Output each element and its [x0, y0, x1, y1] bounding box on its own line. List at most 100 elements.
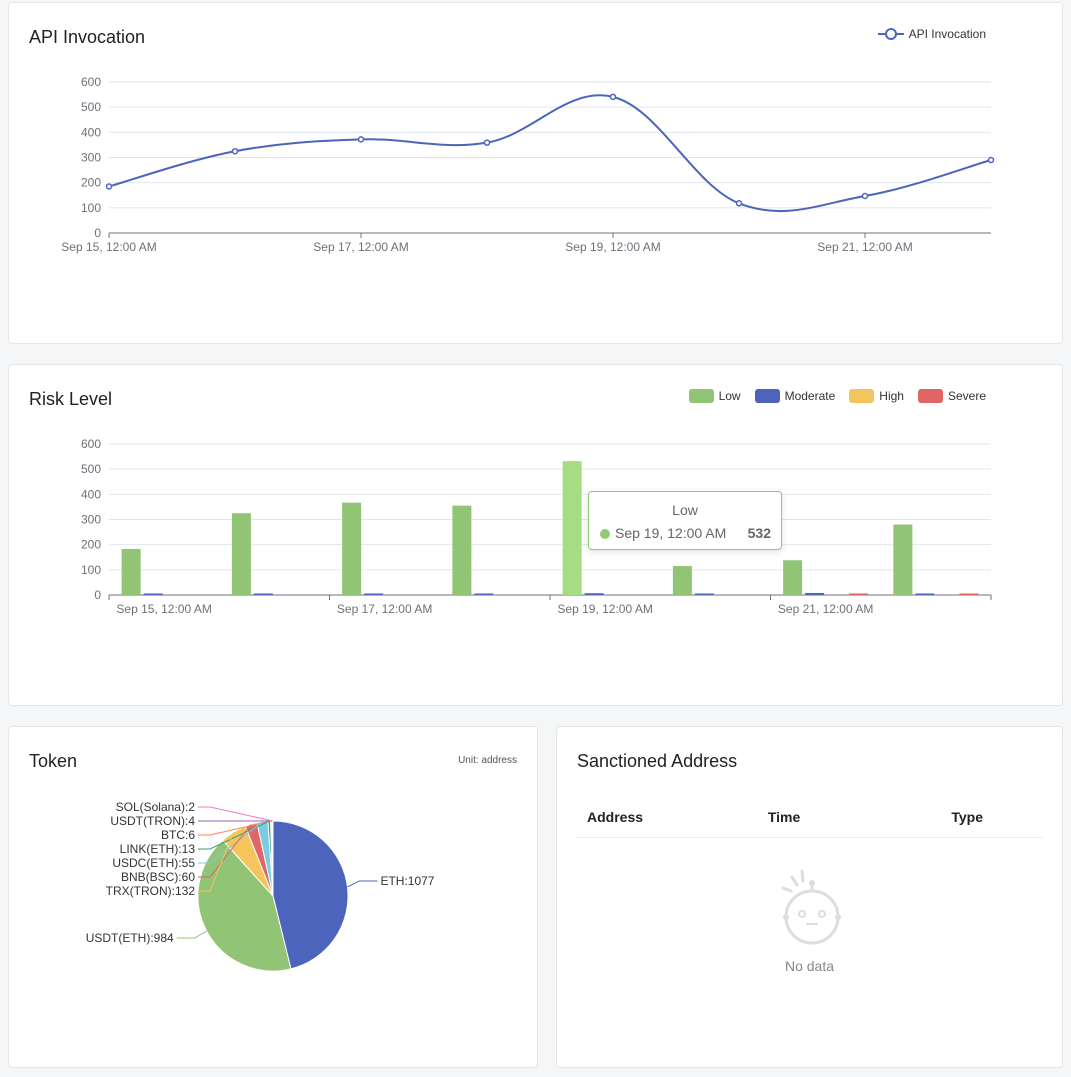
data-point — [483, 139, 491, 146]
bar-low — [231, 513, 251, 595]
unit-label: Unit: address — [458, 755, 517, 766]
bar-moderate — [364, 593, 384, 595]
token-title: Token — [29, 751, 78, 771]
bar-severe — [849, 593, 869, 595]
chart-tooltip: Low Sep 19, 12:00 AM 532 — [588, 491, 782, 550]
data-point — [735, 200, 743, 207]
y-tick-label: 200 — [81, 538, 101, 552]
x-tick-label: Sep 21, 12:00 AM — [817, 240, 912, 254]
label-line — [176, 930, 207, 939]
risk-level-title: Risk Level — [29, 389, 113, 409]
sanctioned-address-title: Sanctioned Address — [577, 751, 738, 771]
label-line — [198, 832, 234, 892]
bar-moderate — [143, 593, 163, 595]
label-line — [198, 823, 252, 878]
token-pie-chart: ETH:1077 USDT(ETH):984 SOL(Solana):2USDT(T… — [86, 800, 435, 972]
column-header-type[interactable]: Type — [837, 797, 1043, 838]
api-invocation-title: API Invocation — [29, 27, 146, 47]
legend-label-low: Low — [718, 389, 741, 403]
legend-item-high[interactable]: High — [849, 389, 904, 403]
label-line — [198, 821, 263, 864]
legend-item-low[interactable]: Low — [688, 389, 741, 403]
data-point — [231, 147, 239, 155]
bar-low — [783, 560, 803, 595]
x-tick-label: Sep 15, 12:00 AM — [61, 240, 156, 254]
bar-severe — [959, 593, 979, 595]
tooltip-title: Low — [672, 502, 698, 518]
label-line — [198, 806, 273, 822]
bar-moderate — [474, 593, 494, 595]
bar-low — [562, 461, 582, 595]
pie-label-link-eth-: LINK(ETH):13 — [120, 842, 196, 856]
label-line — [198, 820, 270, 850]
pie-label-usdt-eth: USDT(ETH):984 — [86, 931, 174, 945]
y-tick-label: 0 — [94, 588, 101, 602]
column-header-time[interactable]: Time — [730, 797, 838, 838]
api-invocation-chart: 0 100 200 300 400 500 600 Sep 15, 12:00 AM Sep 1… — [61, 75, 995, 254]
pie-label-bnb-bsc-: BNB(BSC):60 — [121, 870, 195, 884]
y-tick-label: 100 — [81, 563, 101, 577]
api-invocation-legend-label: API Invocation — [908, 27, 986, 41]
empty-state: No data — [557, 867, 1062, 974]
series-line-api-invocation — [108, 94, 992, 213]
pie-slice-eth — [272, 820, 349, 970]
empty-state-text: No data — [784, 958, 835, 974]
pie-slice-usdt-eth- — [197, 839, 292, 972]
data-point — [609, 93, 617, 101]
risk-level-legend: Low Moderate High Severe — [675, 389, 986, 403]
bar-low — [893, 524, 913, 595]
pie-label-eth: ETH:1077 — [380, 874, 434, 888]
y-tick-label: 400 — [81, 125, 101, 139]
x-tick-label: Sep 15, 12:00 AM — [116, 602, 211, 616]
y-tick-label: 500 — [81, 100, 101, 114]
legend-label-moderate: Moderate — [784, 389, 836, 403]
sanctioned-address-card: Sanctioned Address Address Time Type No … — [556, 726, 1063, 1068]
pie-label-usdt-tron-: USDT(TRON):4 — [110, 814, 195, 828]
y-tick-label: 0 — [94, 226, 101, 240]
data-point — [357, 136, 365, 143]
risk-level-chart: 0 100 200 300 400 500 600 Sep 15, 12:00 AM Sep 1… — [81, 437, 992, 616]
line-legend-icon — [877, 28, 904, 40]
y-tick-label: 600 — [81, 437, 101, 451]
y-tick-label: 500 — [81, 462, 101, 476]
legend-swatch-moderate — [754, 389, 780, 403]
bar-moderate — [694, 593, 714, 595]
bar-moderate — [915, 593, 935, 595]
tooltip-value: 532 — [747, 525, 771, 541]
x-tick-label: Sep 17, 12:00 AM — [313, 240, 408, 254]
x-tick-label: Sep 17, 12:00 AM — [337, 602, 432, 616]
tooltip-marker — [600, 529, 610, 539]
label-line — [347, 880, 378, 888]
y-tick-label: 600 — [81, 75, 101, 89]
data-point — [861, 192, 869, 200]
y-tick-label: 200 — [81, 176, 101, 190]
legend-label-high: High — [879, 389, 904, 403]
column-header-address[interactable]: Address — [577, 797, 731, 838]
no-data-icon — [781, 869, 841, 945]
table-header-row: Address Time Type — [577, 797, 1043, 838]
api-invocation-card: API Invocation API Invocation — [8, 2, 1063, 344]
bar-moderate — [584, 593, 604, 595]
bar-moderate — [805, 592, 825, 595]
y-tick-label: 300 — [81, 513, 101, 527]
y-tick-label: 100 — [81, 201, 101, 215]
legend-swatch-severe — [917, 389, 943, 403]
legend-label-severe: Severe — [947, 389, 986, 403]
x-tick-label: Sep 21, 12:00 AM — [778, 602, 873, 616]
pie-label-trx-tron-: TRX(TRON):132 — [106, 884, 196, 898]
risk-level-card: Risk Level Low Moderate High Severe — [8, 364, 1063, 706]
data-point — [987, 156, 995, 164]
bar-low — [452, 505, 472, 595]
pie-label-usdc-eth-: USDC(ETH):55 — [112, 856, 195, 870]
data-point — [105, 183, 113, 190]
api-invocation-legend[interactable]: API Invocation — [877, 27, 986, 41]
bar-low — [342, 502, 362, 595]
legend-swatch-low — [688, 389, 714, 403]
bar-low — [121, 548, 141, 595]
legend-item-moderate[interactable]: Moderate — [754, 389, 836, 403]
legend-item-severe[interactable]: Severe — [917, 389, 986, 403]
x-tick-label: Sep 19, 12:00 AM — [565, 240, 660, 254]
y-tick-label: 400 — [81, 487, 101, 501]
pie-label-sol-solana-: SOL(Solana):2 — [116, 800, 196, 814]
pie-label-btc: BTC:6 — [161, 828, 195, 842]
